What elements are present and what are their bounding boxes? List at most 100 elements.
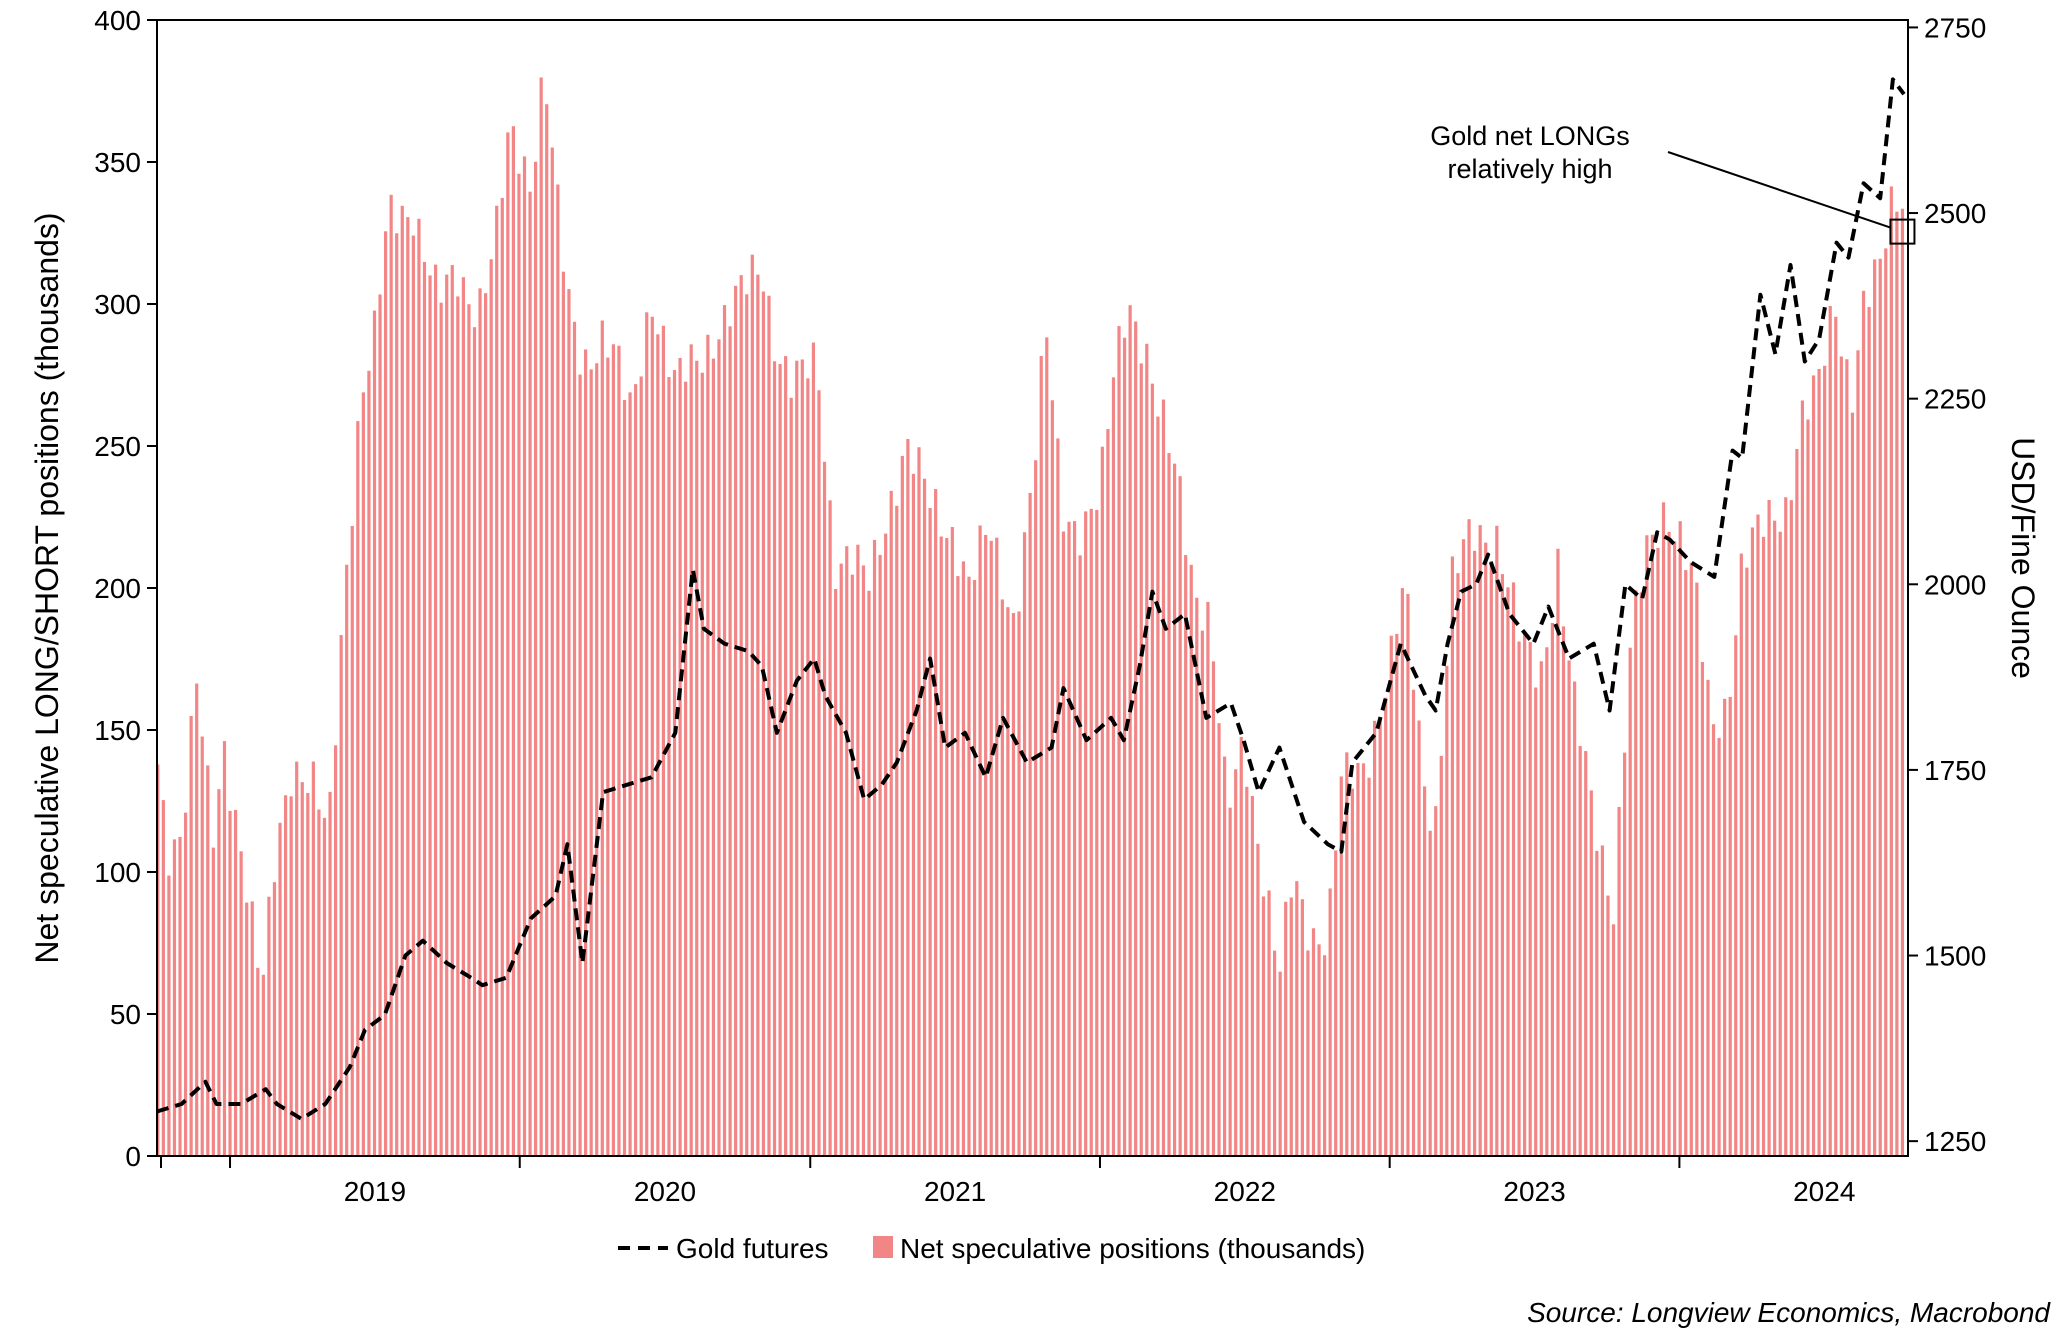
- net-position-bar: [1167, 453, 1171, 1156]
- net-position-bar: [489, 259, 493, 1156]
- net-position-bar: [1028, 492, 1032, 1156]
- net-position-bar: [450, 265, 454, 1156]
- net-position-bar: [1861, 290, 1866, 1156]
- net-position-bar: [1356, 762, 1360, 1156]
- net-position-bar: [1334, 850, 1338, 1156]
- net-position-bar: [756, 274, 760, 1156]
- net-position-bar: [1673, 541, 1677, 1156]
- net-position-bar: [1423, 786, 1427, 1156]
- net-position-bar: [178, 836, 182, 1156]
- net-position-bar: [167, 875, 171, 1156]
- net-position-bar: [917, 447, 921, 1157]
- left-tick-label: 100: [94, 857, 141, 888]
- net-position-bar: [1367, 777, 1371, 1156]
- net-position-bar: [1128, 305, 1132, 1156]
- net-position-bar: [1161, 399, 1166, 1156]
- net-position-bar: [1056, 438, 1060, 1157]
- net-position-bar: [1767, 500, 1771, 1156]
- net-position-bar: [1834, 316, 1838, 1156]
- net-position-bar: [728, 326, 732, 1157]
- net-position-bar: [217, 789, 221, 1156]
- net-position-bar: [867, 590, 871, 1156]
- net-position-bar: [572, 321, 577, 1157]
- net-position-bar: [695, 360, 699, 1157]
- net-position-bar: [950, 526, 954, 1156]
- net-position-bar: [1150, 383, 1154, 1156]
- net-position-bar: [1723, 698, 1727, 1156]
- net-position-bar: [1745, 567, 1749, 1156]
- net-position-bar: [1878, 258, 1882, 1156]
- net-position-bar: [706, 334, 710, 1156]
- net-position-bar: [1800, 400, 1805, 1156]
- net-position-bar: [256, 967, 260, 1156]
- net-position-bar: [684, 381, 688, 1156]
- gold-futures-line: [156, 77, 1906, 1121]
- net-position-bar: [1323, 955, 1327, 1156]
- net-position-bar: [250, 901, 254, 1156]
- net-position-bar: [1695, 582, 1699, 1156]
- net-position-bar: [261, 974, 265, 1156]
- net-position-bar: [667, 377, 671, 1156]
- net-position-bar: [1189, 564, 1193, 1156]
- annotation-line-2: relatively high: [1447, 154, 1612, 184]
- net-position-bar: [839, 563, 843, 1156]
- net-position-bar: [1261, 896, 1266, 1156]
- net-position-bar: [456, 296, 460, 1156]
- net-position-bar: [1473, 550, 1477, 1156]
- net-position-bar: [1889, 186, 1893, 1156]
- net-position-bar: [722, 305, 727, 1156]
- net-position-bar: [278, 822, 282, 1156]
- net-position-bar: [1689, 562, 1693, 1156]
- net-position-bar: [1584, 751, 1588, 1156]
- net-position-bar: [1611, 924, 1616, 1156]
- net-position-bar: [389, 194, 393, 1157]
- net-position-bar: [1434, 806, 1438, 1156]
- net-position-bar: [611, 344, 615, 1156]
- net-position-bar: [995, 537, 999, 1156]
- net-position-bar: [1317, 944, 1321, 1156]
- net-position-bar: [1589, 790, 1593, 1156]
- net-position-bar: [650, 316, 654, 1156]
- net-position-bar: [195, 683, 199, 1156]
- net-position-bar: [856, 544, 860, 1156]
- net-position-bar: [1528, 642, 1532, 1156]
- net-position-bar: [1511, 582, 1516, 1156]
- net-position-bar: [467, 304, 471, 1157]
- net-position-bar: [717, 339, 721, 1156]
- right-tick-label: 2000: [1924, 569, 1986, 600]
- net-position-bar: [1184, 555, 1188, 1156]
- net-position-bar: [395, 233, 399, 1156]
- net-position-bar: [1506, 587, 1510, 1156]
- net-position-bar: [1022, 532, 1027, 1156]
- net-position-bar: [517, 173, 521, 1156]
- net-position-bar: [1734, 635, 1738, 1156]
- net-position-bar: [1900, 208, 1905, 1156]
- net-position-bar: [1839, 356, 1843, 1156]
- net-position-bar: [295, 761, 299, 1156]
- net-position-bar: [1600, 845, 1605, 1156]
- right-tick-label: 2750: [1924, 12, 1986, 43]
- net-position-bar: [761, 291, 766, 1156]
- net-position-bar: [472, 327, 477, 1156]
- net-position-bar: [1295, 881, 1299, 1156]
- left-tick-label: 300: [94, 289, 141, 320]
- net-position-bar: [1417, 720, 1421, 1156]
- net-position-bar: [406, 217, 410, 1156]
- net-position-bar: [1217, 723, 1221, 1156]
- net-position-bar: [984, 534, 988, 1156]
- source-note: Source: Longview Economics, Macrobond: [1527, 1297, 2051, 1328]
- net-position-bar: [1628, 647, 1632, 1156]
- x-tick-label: 2022: [1214, 1176, 1276, 1207]
- net-position-bar: [1378, 717, 1382, 1156]
- net-position-bar: [1823, 365, 1827, 1156]
- net-position-bar: [645, 312, 649, 1156]
- net-position-bar: [745, 294, 749, 1156]
- net-position-bar: [1661, 502, 1666, 1156]
- net-position-bar: [500, 197, 504, 1157]
- net-position-bar: [400, 205, 404, 1156]
- net-position-bar: [1311, 928, 1316, 1156]
- net-position-bar: [434, 264, 438, 1157]
- net-position-bar: [172, 839, 177, 1156]
- net-position-bar: [1606, 895, 1610, 1156]
- net-position-bar: [445, 274, 449, 1157]
